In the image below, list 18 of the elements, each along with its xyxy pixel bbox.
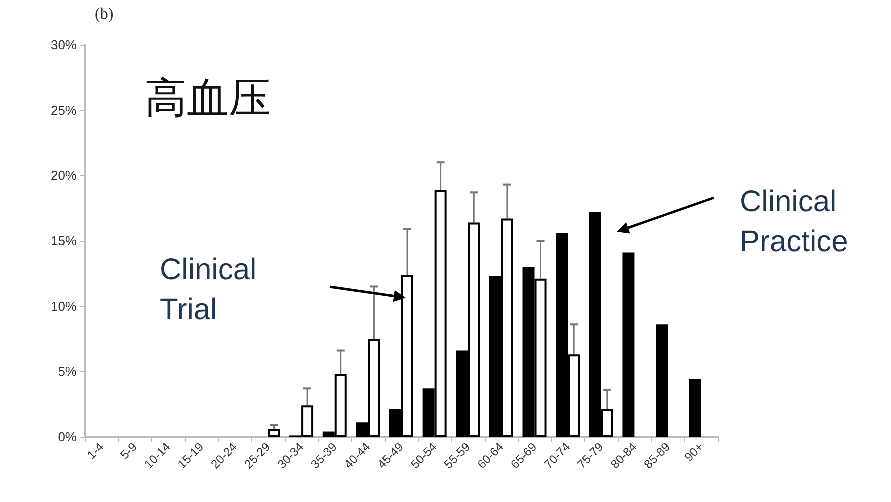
bar [622, 252, 635, 437]
y-tick-label: 20% [50, 168, 78, 184]
text: 高血压 [145, 74, 271, 122]
y-tick-label: 10% [50, 298, 78, 314]
x-tick-label: 90+ [682, 440, 706, 464]
bar [268, 429, 280, 437]
bar [656, 324, 668, 437]
annotation: Clinical Trial [160, 253, 257, 326]
y-tick-label: 30% [50, 38, 78, 52]
y-tick-label: 25% [50, 102, 78, 118]
x-tick-label: 1-4 [84, 440, 107, 462]
text: Clinical Practice [740, 185, 848, 258]
text: (b) [95, 6, 114, 24]
y-tick-label: 5% [58, 364, 78, 380]
x-tick-label: 5-9 [118, 440, 140, 462]
bar [689, 380, 702, 437]
y-tick-label: 15% [50, 234, 78, 248]
y-tick-label: 0% [58, 430, 78, 444]
